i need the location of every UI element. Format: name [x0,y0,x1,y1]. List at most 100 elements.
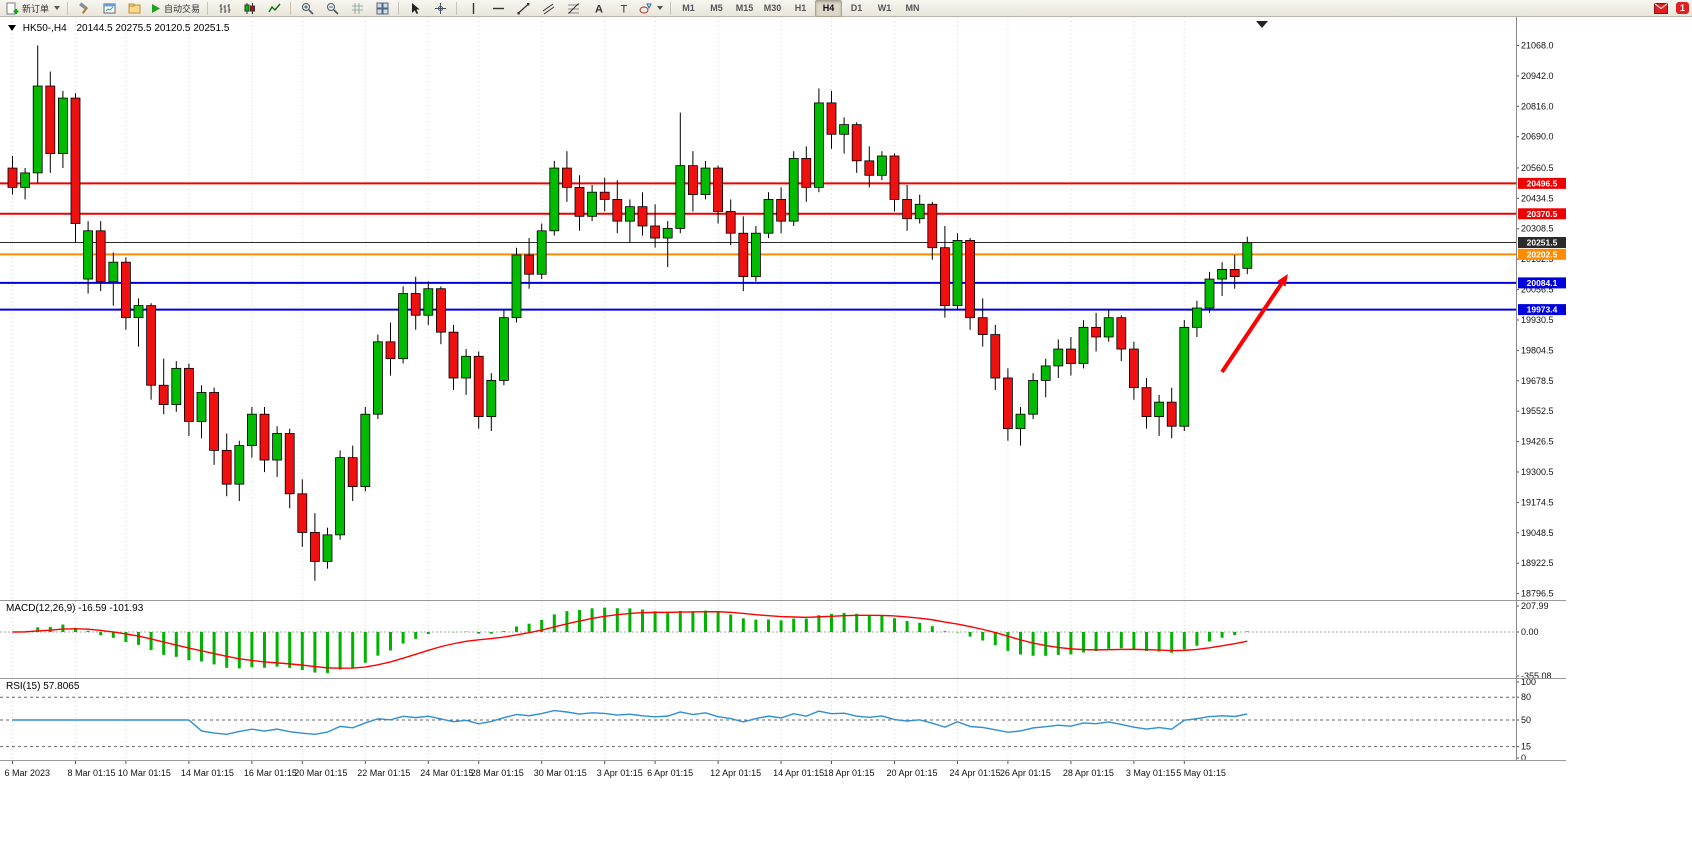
price-axis-label: 19678.5 [1521,376,1554,386]
timeframe-button-m1[interactable]: M1 [682,3,695,13]
chart-shift-marker[interactable] [1256,21,1268,28]
time-label: 28 Mar 01:15 [471,768,524,778]
time-label: 6 Apr 01:15 [647,768,693,778]
grid-button[interactable] [345,0,369,17]
timeframe-button-mn[interactable]: MN [905,3,920,13]
price-badge-20370.5 [1518,208,1566,220]
time-label: 14 Apr 01:15 [773,768,824,778]
profiles-icon [128,3,141,13]
crosshair-icon [434,2,446,14]
price-axis-label: 19804.5 [1521,345,1554,355]
toolbar-separator [670,1,672,15]
price-axis-label: 20816.0 [1521,101,1554,111]
cursor-button[interactable] [403,0,427,17]
price-badge-20202.5 [1518,248,1566,260]
notification-badge[interactable]: 1 [1675,2,1689,14]
price-axis-label: 19426.5 [1521,437,1554,447]
candlestick-chart-button[interactable] [237,0,261,17]
new-order-button[interactable]: 新订单 [3,0,63,17]
price-axis-label: 19048.5 [1521,528,1554,538]
horizontal-line-button[interactable] [486,0,510,17]
candles [7,45,1253,581]
tile-windows-icon [376,2,389,14]
svg-text:T: T [620,3,627,15]
rsi-axis-label: 100 [1521,677,1536,687]
timeframe-button-m30[interactable]: M30 [763,3,782,13]
horizontal-line-icon [492,7,504,9]
new-order-icon [6,2,19,14]
auto-trading-button[interactable]: 自动交易 [147,0,203,17]
chart-window-icon [103,3,116,13]
time-axis[interactable]: 6 Mar 2023 8 Mar 01:15 10 Mar 01:15 14 Mar … [5,760,1226,778]
svg-text:20496.5: 20496.5 [1527,178,1558,188]
fibonacci-icon [567,2,579,14]
price-axis-label: 18796.5 [1521,589,1554,599]
bar-chart-button[interactable] [212,0,236,17]
time-label: 12 Apr 01:15 [710,768,761,778]
price-axis[interactable]: 21068.0 20942.0 20816.0 20690.0 20560.5 20434… [1516,40,1554,763]
equidistant-channel-button[interactable] [536,0,560,17]
rsi-line [12,709,1248,736]
text-button[interactable]: A [586,0,610,17]
time-label: 24 Apr 01:15 [950,768,1001,778]
svg-text:20202.5: 20202.5 [1527,249,1558,259]
time-label: 20 Mar 01:15 [294,768,347,778]
mail-icon [1653,2,1668,14]
price-badge-20496.5 [1518,177,1566,189]
grid-icon [351,2,363,14]
svg-text:19973.4: 19973.4 [1527,305,1558,315]
timeframe-button-m15[interactable]: M15 [735,3,754,13]
time-label: 16 Mar 01:15 [244,768,297,778]
price-axis-label: 19552.5 [1521,406,1554,416]
time-label: 14 Mar 01:15 [181,768,234,778]
line-chart-button[interactable] [262,0,286,17]
tile-windows-button[interactable] [370,0,394,17]
hammer-tool-button[interactable] [72,0,96,17]
hammer-icon [78,1,88,14]
timeframe-button-w1[interactable]: W1 [877,3,892,13]
shapes-button[interactable] [636,0,666,17]
mail-button[interactable] [1649,0,1673,17]
svg-text:20084.1: 20084.1 [1527,278,1558,288]
bar-chart-icon [219,3,231,13]
price-axis-label: 20560.5 [1521,163,1554,173]
timeframe-button-h4[interactable]: H4 [815,0,843,17]
time-label: 3 May 01:15 [1126,768,1176,778]
timeframe-button-m5[interactable]: M5 [710,3,723,13]
timeframe-button-h1[interactable]: H1 [794,3,807,13]
price-axis-label: 19930.5 [1521,315,1554,325]
price-axis-label: 19300.5 [1521,467,1554,477]
arrow-annotation-head[interactable] [1277,274,1288,287]
time-label: 8 Mar 01:15 [68,768,116,778]
text-label-icon: T [620,3,627,15]
zoom-in-button[interactable] [295,0,319,17]
price-axis-label: 20434.5 [1521,193,1554,203]
vertical-line-button[interactable] [461,0,485,17]
timeframe-button-d1[interactable]: D1 [850,3,863,13]
rsi-axis-label: 0 [1521,753,1526,763]
crosshair-button[interactable] [428,0,452,17]
price-badge-20084.1 [1518,277,1566,289]
line-chart-icon [267,3,281,12]
fibonacci-button[interactable] [561,0,585,17]
chart-window-button[interactable] [97,0,121,17]
time-label: 26 Apr 01:15 [1000,768,1051,778]
zoom-out-button[interactable] [320,0,344,17]
svg-text:A: A [595,3,603,15]
toolbar: 新订单 自动交易 A T M1 M5 M15 M30 H1 H4 D1 W1 MN 1 [0,0,1692,17]
profiles-button[interactable] [122,0,146,17]
timeframe-toolbar: M1 M5 M15 M30 H1 H4 D1 W1 MN [675,0,926,17]
price-badge-19973.4 [1518,304,1566,316]
zoom-out-icon [326,2,339,15]
chart-area[interactable]: 21068.0 20942.0 20816.0 20690.0 20560.5 20434… [0,17,1692,849]
price-axis-label: 18922.5 [1521,558,1554,568]
annotations[interactable] [1220,21,1288,374]
toolbar-separator [290,1,292,15]
text-label-button[interactable]: T [611,0,635,17]
arrow-annotation[interactable] [1220,282,1283,374]
trendline-icon [517,2,529,14]
time-label: 6 Mar 2023 [5,768,51,778]
trendline-button[interactable] [511,0,535,17]
macd-axis-label: 207.99 [1521,601,1549,611]
new-order-label: 新订单 [22,3,50,14]
